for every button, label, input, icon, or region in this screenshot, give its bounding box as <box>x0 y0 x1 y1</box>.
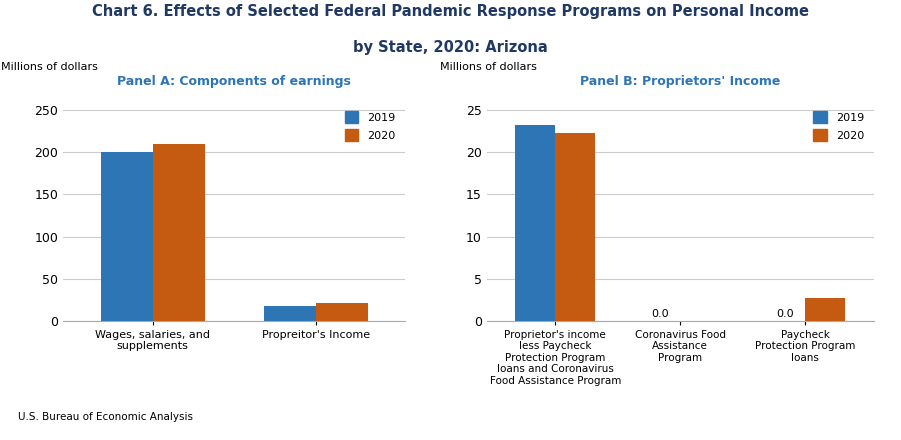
Bar <box>315 304 368 321</box>
Bar <box>264 306 315 321</box>
Text: Millions of dollars: Millions of dollars <box>2 62 98 72</box>
Text: Panel A: Components of earnings: Panel A: Components of earnings <box>117 75 351 88</box>
Legend: 2019, 2020: 2019, 2020 <box>809 107 869 145</box>
Legend: 2019, 2020: 2019, 2020 <box>341 107 400 145</box>
Text: Panel B: Proprietors' Income: Panel B: Proprietors' Income <box>580 75 780 88</box>
Text: by State, 2020: Arizona: by State, 2020: Arizona <box>353 40 548 55</box>
Text: Millions of dollars: Millions of dollars <box>440 62 537 72</box>
Bar <box>153 143 205 321</box>
Bar <box>555 133 596 321</box>
Bar <box>805 298 845 321</box>
Text: Chart 6. Effects of Selected Federal Pandemic Response Programs on Personal Inco: Chart 6. Effects of Selected Federal Pan… <box>92 4 809 19</box>
Bar <box>515 125 555 321</box>
Text: U.S. Bureau of Economic Analysis: U.S. Bureau of Economic Analysis <box>18 412 193 422</box>
Text: 0.0: 0.0 <box>777 309 794 319</box>
Bar <box>101 152 153 321</box>
Text: 0.0: 0.0 <box>651 309 669 319</box>
